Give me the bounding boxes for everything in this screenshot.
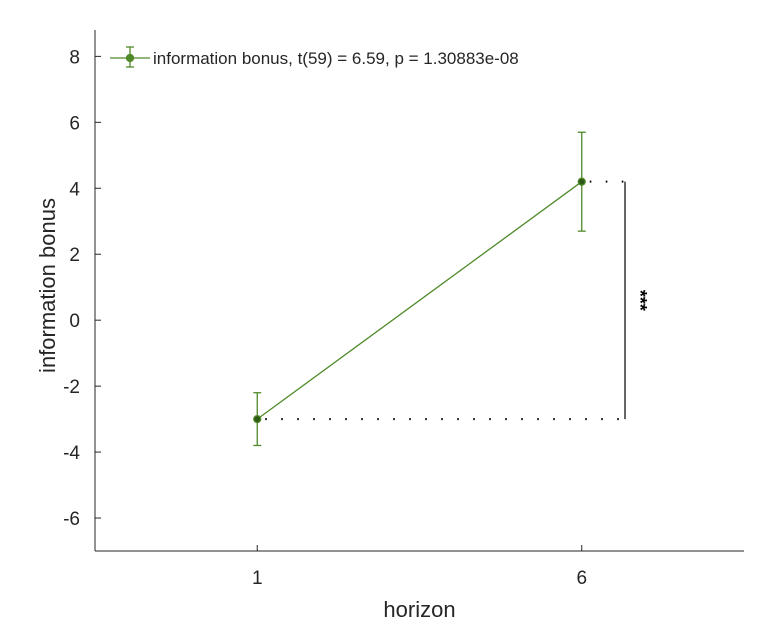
- ticks: -6 -4 -2 0 2 4 6 8 1 6: [63, 47, 587, 589]
- y-tick-label: 0: [69, 311, 80, 332]
- data-point: [253, 414, 262, 424]
- series-line: [256, 181, 583, 420]
- y-tick-label: -6: [63, 509, 80, 530]
- y-axis-label: information bonus: [35, 198, 60, 373]
- x-axis-label: horizon: [383, 597, 455, 622]
- legend-marker: [125, 53, 135, 63]
- y-tick-label: -2: [63, 377, 80, 398]
- significance-label: ***: [630, 290, 650, 311]
- plot-area: [253, 131, 586, 447]
- y-tick-label: 8: [69, 47, 80, 68]
- y-tick-label: 2: [69, 245, 80, 266]
- data-point: [577, 177, 586, 186]
- x-tick-label: 1: [252, 568, 263, 589]
- legend: information bonus, t(59) = 6.59, p = 1.3…: [110, 46, 519, 68]
- significance-bracket: ***: [265, 180, 650, 421]
- x-tick-label: 6: [576, 568, 587, 589]
- y-tick-label: -4: [63, 443, 80, 464]
- y-tick-label: 6: [69, 113, 80, 134]
- y-tick-label: 4: [69, 179, 80, 200]
- axes: [94, 30, 744, 552]
- legend-label: information bonus, t(59) = 6.59, p = 1.3…: [153, 49, 519, 68]
